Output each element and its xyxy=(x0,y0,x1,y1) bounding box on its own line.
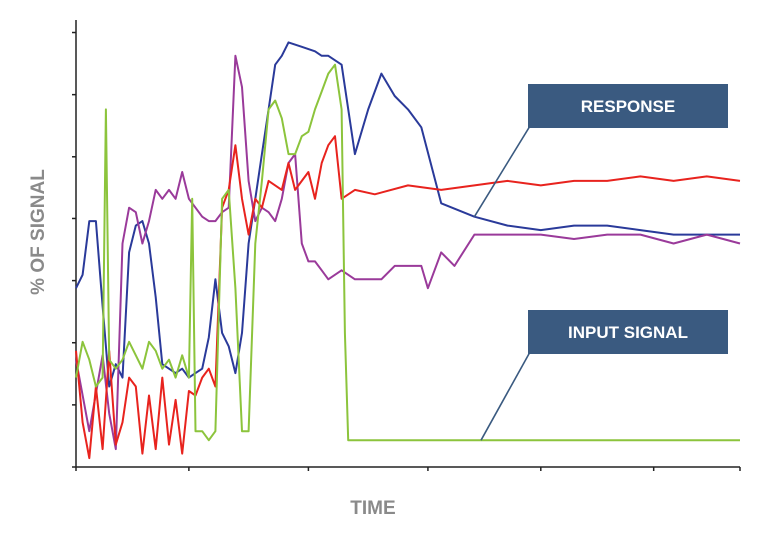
axes xyxy=(72,20,741,471)
callout-label-0: RESPONSE xyxy=(581,97,675,116)
x-axis-label: TIME xyxy=(350,498,395,519)
callout-leader-1 xyxy=(480,351,531,441)
callout-box-1 xyxy=(528,310,728,354)
callout-box-0 xyxy=(528,84,728,128)
series-layer xyxy=(75,41,741,460)
callout-label-1: INPUT SIGNAL xyxy=(568,323,688,342)
callout-leader-0 xyxy=(473,125,531,218)
callouts: RESPONSE INPUT SIGNAL xyxy=(473,84,728,441)
series-purple-line xyxy=(75,54,741,451)
series-green-line xyxy=(75,63,740,442)
y-axis-label: % OF SIGNAL xyxy=(28,169,49,295)
series-red-line xyxy=(75,135,741,460)
